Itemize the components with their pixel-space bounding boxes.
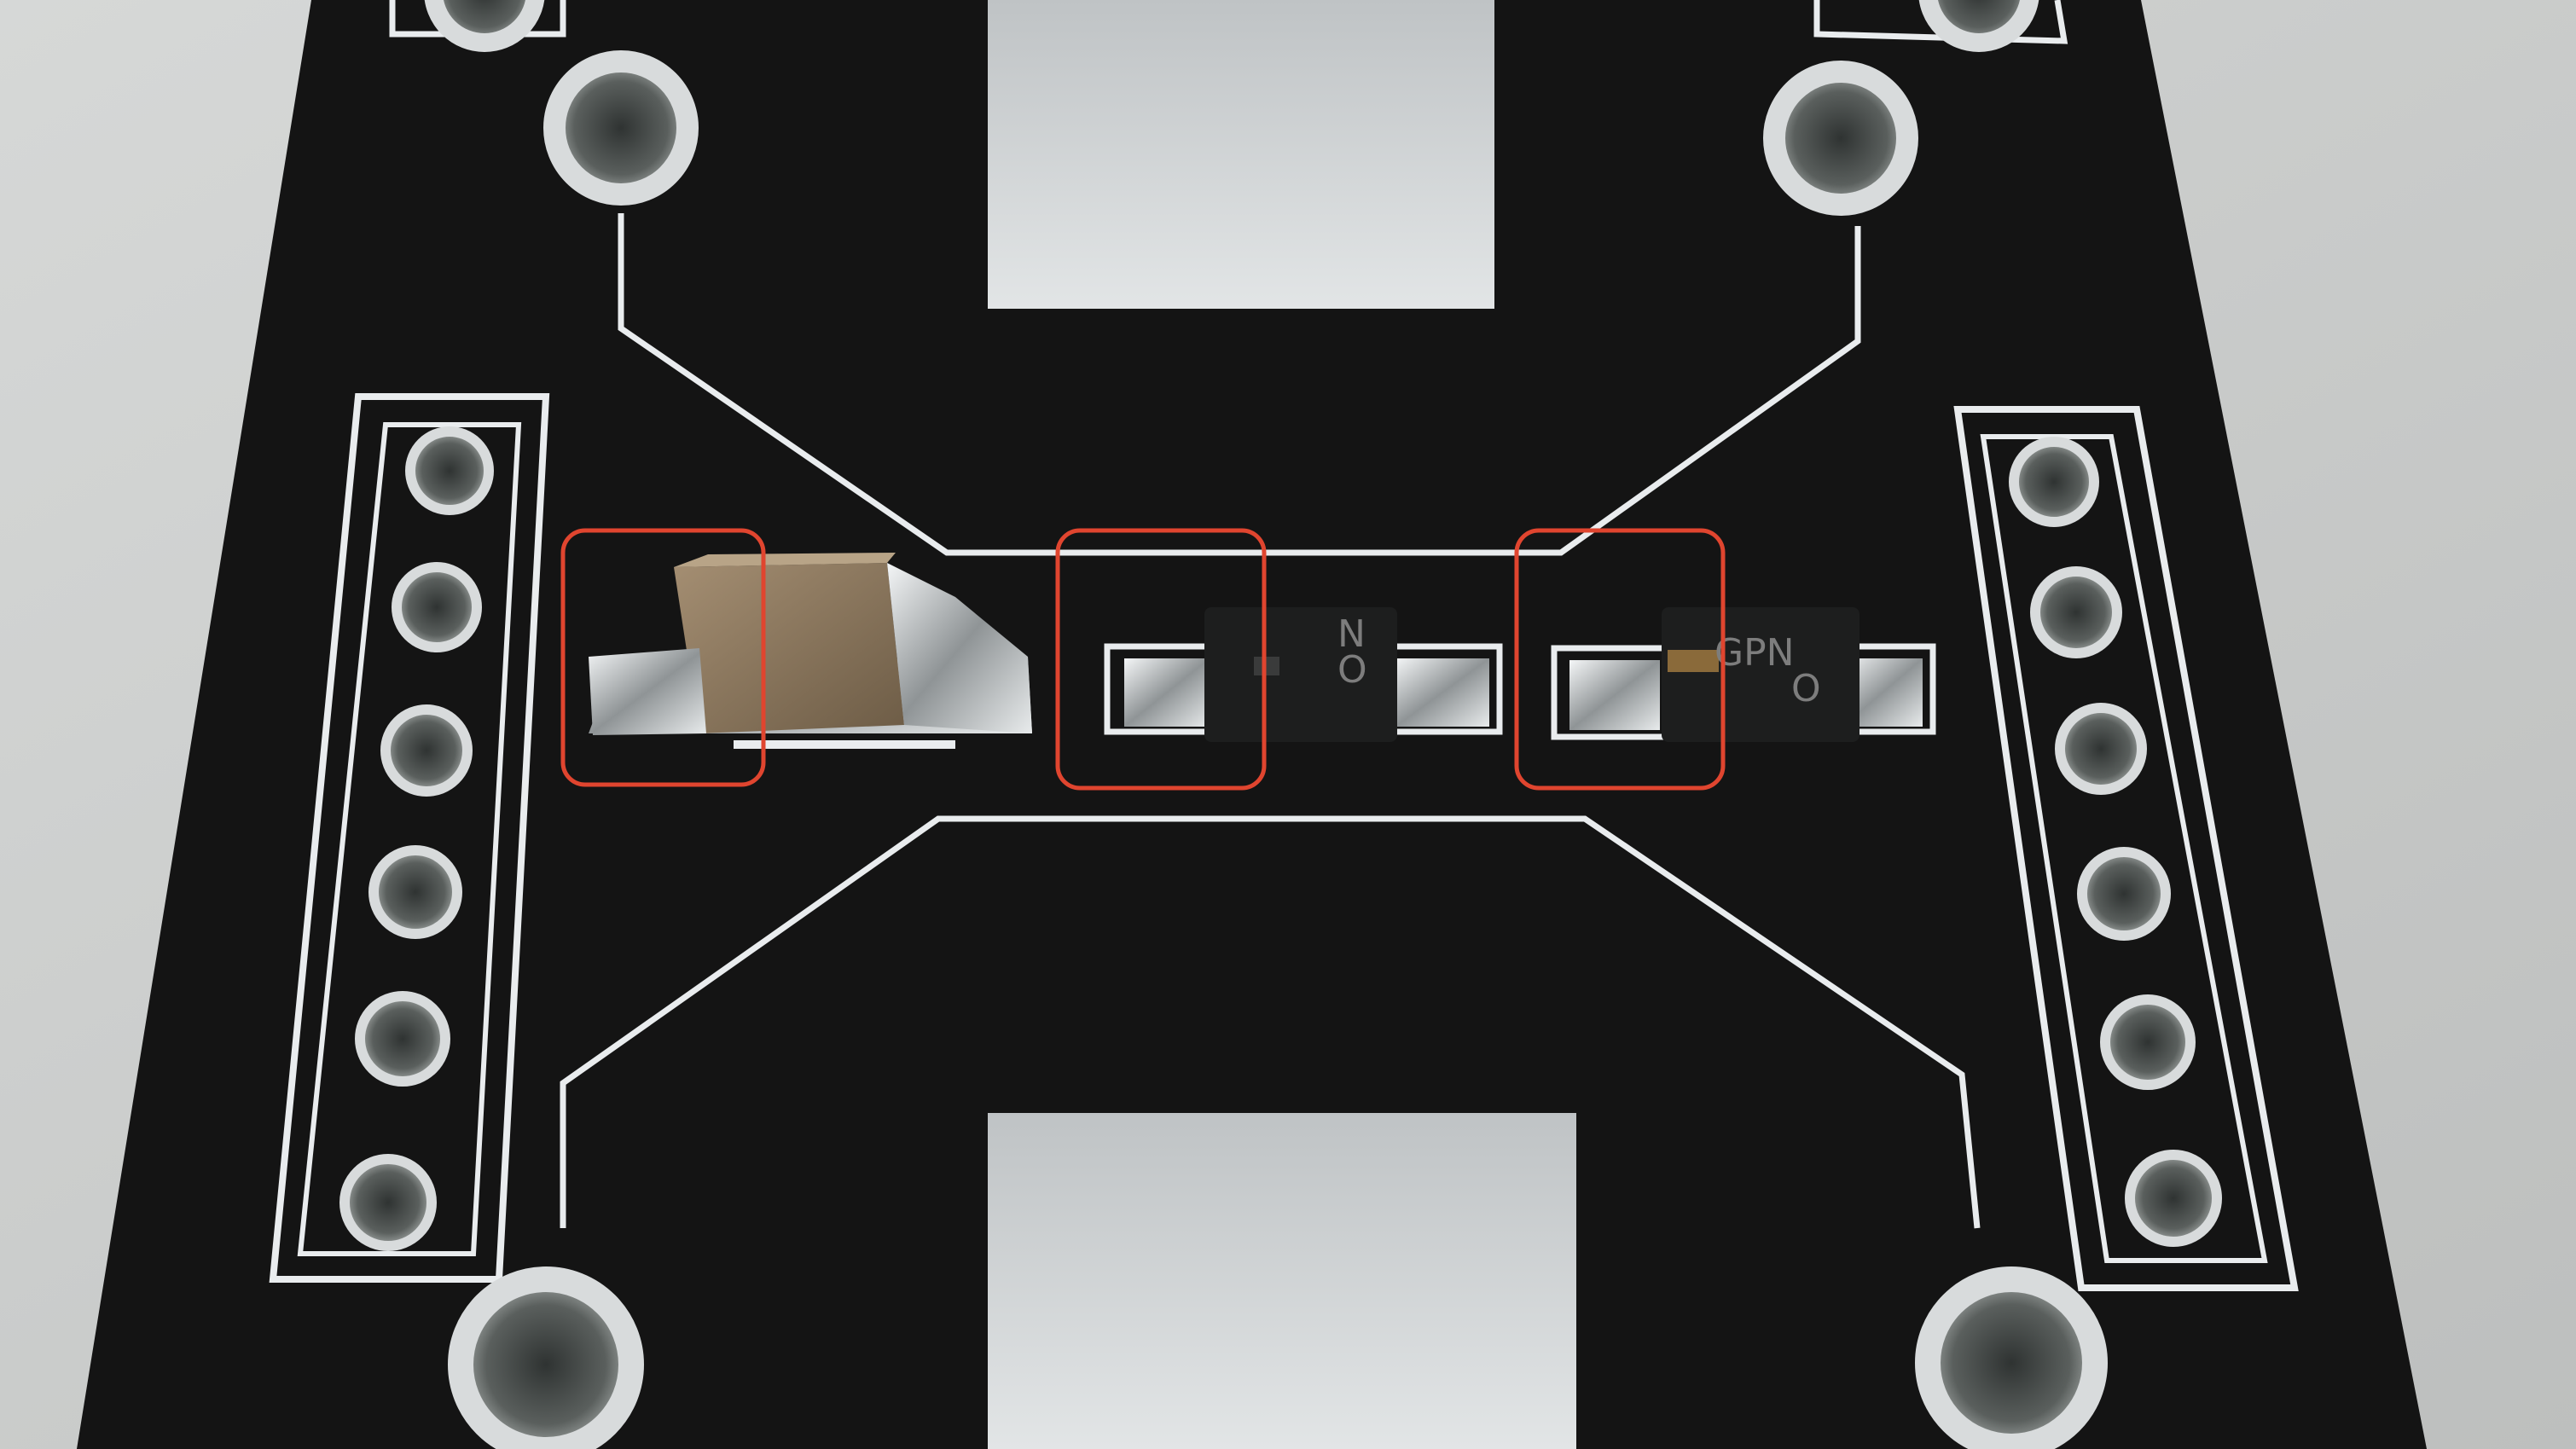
diode-2-marking-line-1: GPN	[1714, 631, 1795, 675]
smd-diode-1: N O	[1104, 607, 1503, 742]
highlight-capacitor	[560, 528, 766, 787]
top-copper-pad	[988, 0, 1494, 309]
left-header-holes	[339, 426, 494, 1251]
bottom-copper-pad	[988, 1113, 1576, 1449]
highlight-boxes	[560, 528, 1726, 791]
right-header-holes	[2009, 437, 2222, 1247]
left-pin-header	[269, 393, 550, 1283]
diode-2-marking-line-2: O	[1791, 667, 1821, 710]
diode-1-marking-line-2: O	[1337, 648, 1367, 692]
highlight-diode-2	[1514, 528, 1726, 791]
mounting-holes	[424, 0, 2108, 1449]
smd-diode-2: GPN O	[1551, 607, 1936, 742]
smd-capacitor	[589, 553, 1032, 749]
right-pin-header	[1953, 406, 2299, 1291]
diode-1-marking-line-1: N	[1337, 612, 1366, 656]
highlight-diode-1	[1055, 528, 1267, 791]
